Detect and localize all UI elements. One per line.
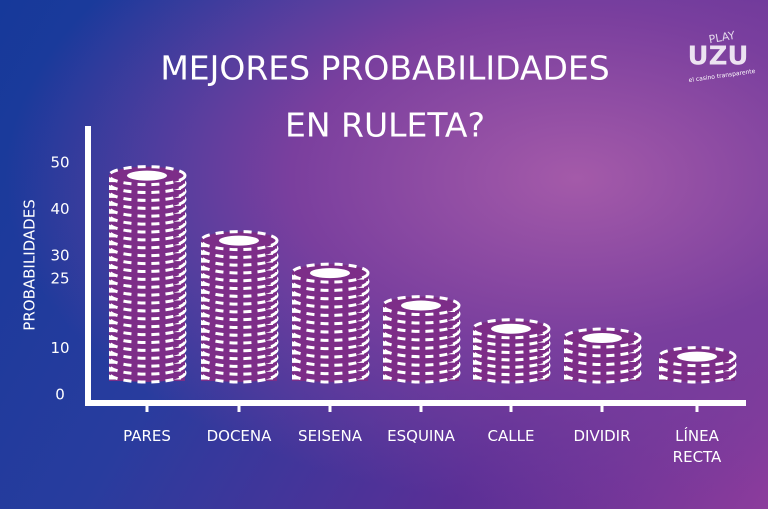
y-tick-label: 0 [55, 386, 65, 404]
chart-title: MEJORES PROBABILIDADES [160, 49, 609, 88]
y-tick-label: 50 [50, 154, 69, 172]
x-tick-label: ESQUINA [387, 427, 455, 445]
logo-top: PLAY [708, 29, 737, 46]
x-tick-label: DOCENA [206, 427, 272, 445]
chip-center [582, 333, 622, 344]
chip-stack [199, 230, 279, 384]
x-tick-label: CALLE [487, 427, 535, 445]
chip-stack [107, 165, 187, 384]
y-tick-label: 10 [50, 339, 69, 357]
y-tick-label: 25 [50, 270, 69, 288]
y-tick-label: 40 [50, 200, 69, 218]
x-tick-label: LÍNEA RECTA [672, 427, 722, 466]
chip-stack [381, 295, 461, 384]
chip-stack [657, 346, 737, 384]
chip-stack [471, 318, 551, 384]
chip-stack [290, 262, 370, 384]
chip-center [491, 323, 531, 334]
x-tick-label: DIVIDIR [573, 427, 631, 445]
y-axis-label: PROBABILIDADES [21, 199, 39, 330]
logo-main: UZU [687, 42, 748, 72]
y-tick-label: 30 [50, 246, 69, 264]
chip-center [127, 170, 167, 181]
chip-center [677, 351, 717, 362]
x-tick-label: PARES [123, 427, 171, 445]
chip-stack [562, 327, 642, 384]
chip-center [219, 235, 259, 246]
chip-center [401, 300, 441, 311]
chip-center [310, 268, 350, 279]
chart-subtitle: EN RULETA? [285, 106, 485, 145]
x-tick-label: SEISENA [298, 427, 362, 445]
